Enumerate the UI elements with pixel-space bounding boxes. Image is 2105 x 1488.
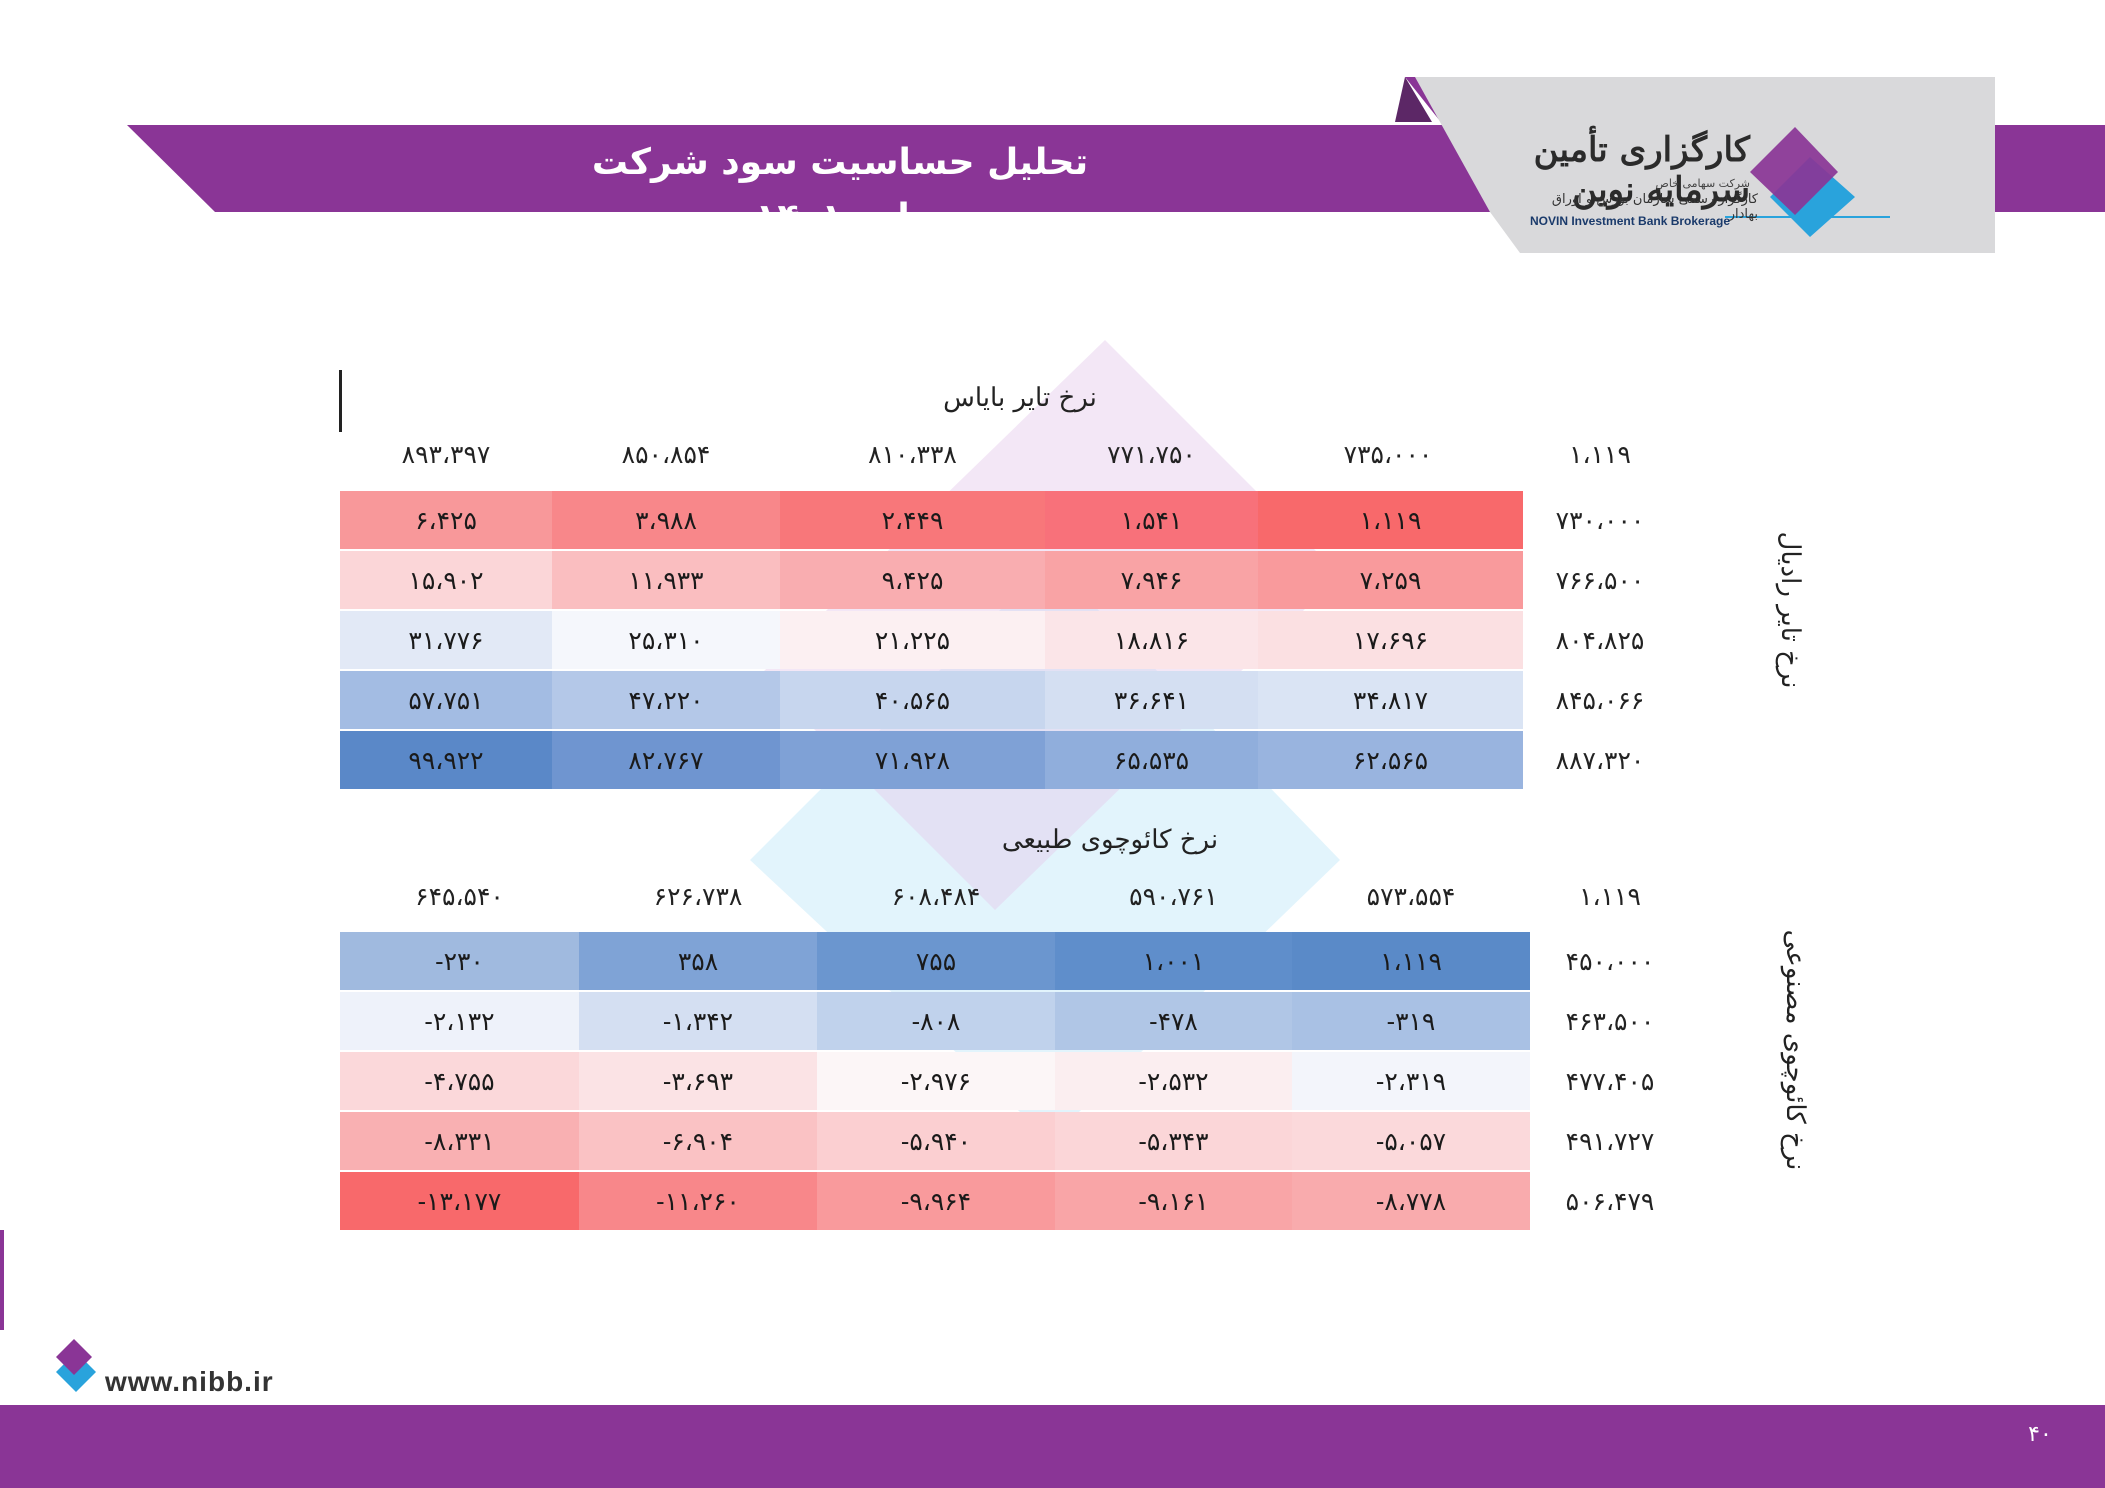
table2-cell: -۳،۶۹۳: [579, 1052, 817, 1110]
table2-cell: ۱،۱۱۹: [1292, 932, 1530, 990]
table2-cell: -۸،۷۷۸: [1292, 1172, 1530, 1230]
table1-row-label: ۸۴۵،۰۶۶: [1555, 685, 1645, 715]
table1-cell: ۵۷،۷۵۱: [340, 671, 552, 729]
table1-cell: ۶۵،۵۳۵: [1045, 731, 1258, 789]
table2-cell: -۲۳۰: [340, 932, 579, 990]
table1-cell: ۹،۴۲۵: [780, 551, 1045, 609]
table2-col-header: ۶۰۸،۴۸۴: [891, 882, 981, 911]
table2-title: نرخ کائوچوی طبیعی: [1001, 825, 1219, 855]
table1-cell: ۲،۴۴۹: [780, 491, 1045, 549]
table1-cell: ۴۷،۲۲۰: [552, 671, 780, 729]
table2-cell: -۱،۳۴۲: [579, 992, 817, 1050]
table2-row-label: ۵۰۶،۴۷۹: [1565, 1186, 1655, 1216]
table2-row-label: ۴۹۱،۷۲۷: [1565, 1126, 1655, 1156]
company-logo: [1410, 77, 1995, 253]
table1-cell: ۶،۴۲۵: [340, 491, 552, 549]
table2-col-header: ۵۷۳،۵۵۴: [1366, 882, 1456, 911]
table1-cell: ۱،۱۱۹: [1258, 491, 1523, 549]
ribbon-fold: [1395, 77, 1432, 122]
table1-cell: ۷،۲۵۹: [1258, 551, 1523, 609]
logo-company-type: شرکت سهامی خاص: [1655, 177, 1750, 190]
table1-cell: ۹۹،۹۲۲: [340, 731, 552, 789]
table1-cell: ۱۱،۹۳۳: [552, 551, 780, 609]
table1-col-header: ۸۱۰،۳۳۸: [868, 440, 957, 469]
table1-row-label: ۸۰۴،۸۲۵: [1555, 625, 1645, 655]
table2-cell: ۷۵۵: [817, 932, 1055, 990]
table1-col-header: ۷۷۱،۷۵۰: [1107, 440, 1196, 469]
table1-cell: ۷۱،۹۲۸: [780, 731, 1045, 789]
table1-col-header: ۷۳۵،۰۰۰: [1343, 440, 1433, 469]
table1-corner: ۱،۱۱۹: [1569, 440, 1631, 469]
table1-col-header: ۸۹۳،۳۹۷: [401, 440, 491, 469]
table1-cell: ۳۶،۶۴۱: [1045, 671, 1258, 729]
table2-cell: -۸۰۸: [817, 992, 1055, 1050]
table2-cell: ۳۵۸: [579, 932, 817, 990]
table2-row-label: ۴۵۰،۰۰۰: [1565, 946, 1655, 976]
table2-cell: -۸،۳۳۱: [340, 1112, 579, 1170]
table1-cell: ۱۸،۸۱۶: [1045, 611, 1258, 669]
table2-cell: ۱،۰۰۱: [1055, 932, 1292, 990]
table1-cell: ۶۲،۵۶۵: [1258, 731, 1523, 789]
table2-cell: -۹،۱۶۱: [1055, 1172, 1292, 1230]
logo-name-fa: کارگزاری تأمین سرمایه نوین: [1533, 130, 1750, 210]
table1-cell: ۸۲،۷۶۷: [552, 731, 780, 789]
title-ribbon: [127, 125, 1500, 212]
table2-cell: -۴،۷۵۵: [340, 1052, 579, 1110]
logo-mark-icon: [1725, 127, 1890, 237]
table2-corner: ۱،۱۱۹: [1579, 882, 1641, 911]
table2-cell: -۲،۵۳۲: [1055, 1052, 1292, 1110]
table1-cell: ۴۰،۵۶۵: [780, 671, 1045, 729]
table1-col-header: ۸۵۰،۸۵۴: [621, 440, 711, 469]
table1-cell: ۳،۹۸۸: [552, 491, 780, 549]
table2-row-axis-label: نرخ کائوچوی مصنوعی: [1780, 929, 1810, 1171]
table2-cell: -۲،۳۱۹: [1292, 1052, 1530, 1110]
table2-cell: -۲،۹۷۶: [817, 1052, 1055, 1110]
table2-row-label: ۴۶۳،۵۰۰: [1565, 1006, 1655, 1036]
table1-cell: ۳۴،۸۱۷: [1258, 671, 1523, 729]
table1-cell: ۱۵،۹۰۲: [340, 551, 552, 609]
cursor-line: [339, 370, 342, 432]
table2-cell: -۳۱۹: [1292, 992, 1530, 1050]
table1-cell: ۱،۵۴۱: [1045, 491, 1258, 549]
table2-col-header: ۶۲۶،۷۳۸: [653, 882, 743, 911]
table1-row-label: ۷۶۶،۵۰۰: [1555, 565, 1645, 595]
table1-row-axis-label: نرخ تایر رادیال: [1775, 531, 1805, 689]
table1-cell: ۲۱،۲۲۵: [780, 611, 1045, 669]
table2-row-label: ۴۷۷،۴۰۵: [1565, 1066, 1655, 1096]
table2-cell: -۹،۹۶۴: [817, 1172, 1055, 1230]
footer-bar: [0, 1405, 2105, 1488]
table2-cell: -۴۷۸: [1055, 992, 1292, 1050]
table1-cell: ۱۷،۶۹۶: [1258, 611, 1523, 669]
table2-col-header: ۵۹۰،۷۶۱: [1129, 882, 1218, 911]
logo-tagline-fa: کارگزار رسمی سازمان بورس و اوراق بهادار: [1551, 192, 1758, 222]
page-title: تحلیل حساسیت سود شرکت بارز ۱۴۰۱: [591, 142, 1089, 238]
table2-cell: -۲،۱۳۲: [340, 992, 579, 1050]
table1-row-label: ۸۸۷،۳۲۰: [1555, 745, 1645, 775]
table1-row-label: ۷۳۰،۰۰۰: [1555, 505, 1645, 535]
table2-col-header: ۶۴۵،۵۴۰: [415, 882, 504, 911]
footer-logo-icon: [56, 1339, 96, 1392]
table2-cell: -۱۳،۱۷۷: [340, 1172, 579, 1230]
table1-cell: ۳۱،۷۷۶: [340, 611, 552, 669]
table2-cell: -۱۱،۲۶۰: [579, 1172, 817, 1230]
website-url[interactable]: www.nibb.ir: [105, 1366, 274, 1397]
logo-name-en: NOVIN Investment Bank Brokerage: [1530, 214, 1731, 228]
table1-cell: ۷،۹۴۶: [1045, 551, 1258, 609]
table2-cell: -۵،۳۴۳: [1055, 1112, 1292, 1170]
table1-title: نرخ تایر بایاس: [943, 383, 1097, 413]
page-edge-mark: [0, 1230, 4, 1330]
logo-panel: [1415, 77, 1995, 253]
page-number: ۴۰: [2028, 1422, 2052, 1447]
table2-cell: -۶،۹۰۴: [579, 1112, 817, 1170]
header-banner: [127, 77, 2105, 253]
table2-cell: -۵،۹۴۰: [817, 1112, 1055, 1170]
table1-cell: ۲۵،۳۱۰: [552, 611, 780, 669]
table2-cell: -۵،۰۵۷: [1292, 1112, 1530, 1170]
